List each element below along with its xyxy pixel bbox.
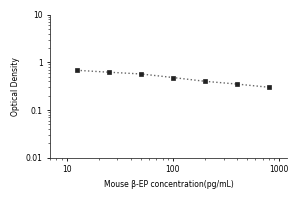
X-axis label: Mouse β-EP concentration(pg/mL): Mouse β-EP concentration(pg/mL) xyxy=(104,180,234,189)
Y-axis label: Optical Density: Optical Density xyxy=(11,57,20,116)
